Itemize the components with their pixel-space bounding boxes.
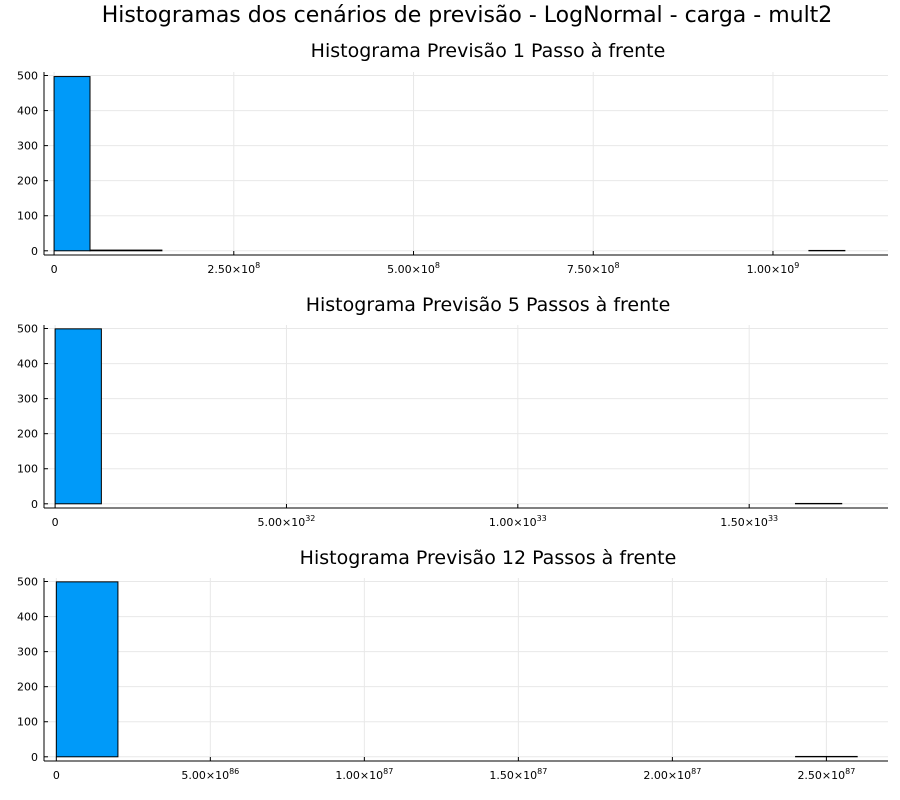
x-tick-label: 5.00×108 xyxy=(387,261,440,276)
x-tick-label: 1.50×1033 xyxy=(720,514,778,529)
y-tick-label: 400 xyxy=(17,105,38,118)
y-tick-label: 100 xyxy=(17,716,38,729)
y-tick-label: 500 xyxy=(17,70,38,83)
x-tick-label: 2.00×1087 xyxy=(643,767,701,782)
y-tick-label: 200 xyxy=(17,681,38,694)
y-tick-label: 300 xyxy=(17,140,38,153)
x-tick-label: 1.50×1087 xyxy=(489,767,547,782)
x-tick-label: 5.00×1086 xyxy=(181,767,239,782)
histogram-bar xyxy=(53,76,91,252)
histogram-panel-2: Histograma Previsão 5 Passos à frente 0 10… xyxy=(17,294,888,529)
x-tick-label: 0 xyxy=(53,769,60,782)
y-tick-label: 0 xyxy=(31,498,38,511)
x-tick-label: 1.00×109 xyxy=(747,261,800,276)
x-tick-label: 0 xyxy=(52,516,59,529)
y-tick-label: 0 xyxy=(31,245,38,258)
x-tick-label: 2.50×1087 xyxy=(797,767,855,782)
figure-title: Histogramas dos cenários de previsão - L… xyxy=(102,3,833,28)
y-tick-label: 400 xyxy=(17,358,38,371)
histogram-bar xyxy=(55,581,119,758)
y-tick-label: 300 xyxy=(17,646,38,659)
x-tick-label: 7.50×108 xyxy=(567,261,620,276)
panel-title: Histograma Previsão 12 Passos à frente xyxy=(300,547,677,569)
x-tick-label: 1.00×1033 xyxy=(489,514,547,529)
x-tick-label: 2.50×108 xyxy=(207,261,260,276)
histogram-panels: Histograma Previsão 1 Passo à frente 0 100… xyxy=(17,40,888,782)
y-tick-label: 100 xyxy=(17,463,38,476)
x-tick-label: 1.00×1087 xyxy=(335,767,393,782)
x-tick-label: 5.00×1032 xyxy=(258,514,316,529)
histogram-bar xyxy=(54,328,102,505)
histogram-panel-3: Histograma Previsão 12 Passos à frente 0 1… xyxy=(17,547,888,782)
x-tick-label: 0 xyxy=(51,263,58,276)
y-tick-label: 500 xyxy=(17,323,38,336)
y-tick-label: 100 xyxy=(17,210,38,223)
panel-title: Histograma Previsão 1 Passo à frente xyxy=(311,40,666,62)
y-tick-label: 200 xyxy=(17,428,38,441)
y-tick-label: 400 xyxy=(17,611,38,624)
y-tick-label: 200 xyxy=(17,175,38,188)
panel-title: Histograma Previsão 5 Passos à frente xyxy=(306,294,671,316)
y-tick-label: 500 xyxy=(17,576,38,589)
histogram-bar xyxy=(89,249,163,252)
y-tick-label: 300 xyxy=(17,393,38,406)
histogram-panel-1: Histograma Previsão 1 Passo à frente 0 100… xyxy=(17,40,888,276)
y-tick-label: 0 xyxy=(31,751,38,764)
